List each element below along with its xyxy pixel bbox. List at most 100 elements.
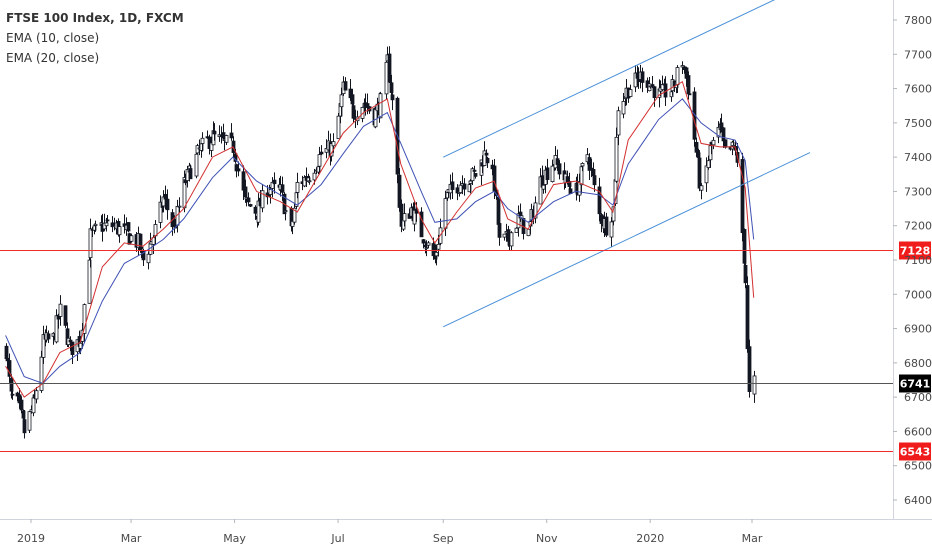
y-tick-label: 6400 xyxy=(904,494,932,507)
candle-body xyxy=(221,132,226,139)
candle-body xyxy=(87,259,92,304)
candle-body xyxy=(745,285,750,350)
candle-body xyxy=(10,393,15,396)
candle-body xyxy=(640,71,645,83)
y-tick-label: 7600 xyxy=(904,83,932,96)
candle-body xyxy=(141,250,146,261)
candle-body xyxy=(177,205,182,208)
candle-body xyxy=(378,93,383,119)
candle-body xyxy=(502,233,507,238)
candle-body xyxy=(687,93,692,96)
candle-body xyxy=(538,176,543,205)
candle-body xyxy=(93,223,98,226)
candle-body xyxy=(307,180,312,183)
candle-body xyxy=(129,235,134,242)
candle-body xyxy=(443,198,448,229)
candle-body xyxy=(139,246,144,249)
candle-body xyxy=(719,122,724,131)
candle-body xyxy=(224,135,229,143)
candle-body xyxy=(246,197,251,203)
price-label-6741: 6741 xyxy=(900,378,931,391)
candle-body xyxy=(283,210,288,213)
candle-body xyxy=(616,110,621,136)
candle-body xyxy=(599,214,604,224)
candle-body xyxy=(614,136,619,182)
candles-layer xyxy=(4,46,757,439)
candle-body xyxy=(78,342,83,349)
price-label-bg-6543 xyxy=(899,442,931,461)
candle-body xyxy=(699,185,704,191)
candle-body xyxy=(592,175,597,186)
candle-body xyxy=(545,167,550,180)
candle-body xyxy=(209,142,214,151)
candle-body xyxy=(212,130,217,135)
levels-layer: 7128 6741 6543 xyxy=(0,241,931,461)
candle-body xyxy=(365,103,370,108)
x-tick-label: 2019 xyxy=(17,532,45,545)
candle-body xyxy=(740,159,745,234)
candle-body xyxy=(628,89,633,97)
candle-body xyxy=(188,168,193,180)
candle-body xyxy=(472,169,477,172)
candle-body xyxy=(7,360,12,377)
candle-body xyxy=(104,222,109,227)
candle-body xyxy=(597,186,602,215)
candle-body xyxy=(694,141,699,153)
candle-body xyxy=(88,228,93,259)
candle-body xyxy=(19,399,24,411)
candle-body xyxy=(146,253,151,264)
x-tick-label: Mar xyxy=(742,532,763,545)
candle-body xyxy=(609,221,614,238)
candle-body xyxy=(704,165,709,184)
ema20-legend[interactable]: EMA (20, close) xyxy=(6,51,100,65)
ema20-line xyxy=(5,98,755,384)
candle-body xyxy=(39,356,44,391)
candle-body xyxy=(580,163,585,167)
y-tick-label: 6500 xyxy=(904,460,932,473)
candle-body xyxy=(424,247,429,250)
y-tick-label: 7100 xyxy=(904,254,932,267)
candle-body xyxy=(9,377,14,392)
candle-body xyxy=(706,160,711,169)
price-label-6543: 6543 xyxy=(900,446,931,459)
candle-body xyxy=(384,61,389,95)
candle-body xyxy=(458,184,463,194)
ema10-legend[interactable]: EMA (10, close) xyxy=(6,31,100,45)
candle-body xyxy=(243,186,248,198)
y-tick-label: 6800 xyxy=(904,357,932,370)
candle-body xyxy=(163,193,168,200)
x-tick-label: Nov xyxy=(536,532,558,545)
candle-body xyxy=(721,127,726,142)
candle-body xyxy=(236,168,241,172)
y-tick-label: 7500 xyxy=(904,117,932,130)
channel-lower-line xyxy=(443,152,811,328)
ema20-layer xyxy=(5,98,755,384)
candle-body xyxy=(723,139,728,148)
y-tick-label: 7400 xyxy=(904,151,932,164)
price-label-bg-6741 xyxy=(899,374,931,393)
y-tick-label: 6700 xyxy=(904,391,932,404)
candle-body xyxy=(165,198,170,211)
ema10-layer xyxy=(5,80,755,398)
y-tick-label: 6900 xyxy=(904,323,932,336)
candle-body xyxy=(589,167,594,170)
candle-body xyxy=(194,153,199,177)
candle-body xyxy=(390,94,395,101)
candle-body xyxy=(331,141,336,147)
candle-body xyxy=(550,165,555,183)
candle-body xyxy=(436,243,441,250)
y-tick-label: 7200 xyxy=(904,220,932,233)
x-tick-label: May xyxy=(223,532,246,545)
candle-body xyxy=(319,151,324,155)
candle-body xyxy=(711,139,716,146)
symbol-title[interactable]: FTSE 100 Index, 1D, FXCM xyxy=(6,11,184,25)
y-tick-label: 7300 xyxy=(904,185,932,198)
candle-body xyxy=(752,375,757,395)
candle-body xyxy=(419,211,424,238)
candle-body xyxy=(54,315,59,343)
price-label-7128: 7128 xyxy=(900,245,931,258)
candle-body xyxy=(611,206,616,222)
